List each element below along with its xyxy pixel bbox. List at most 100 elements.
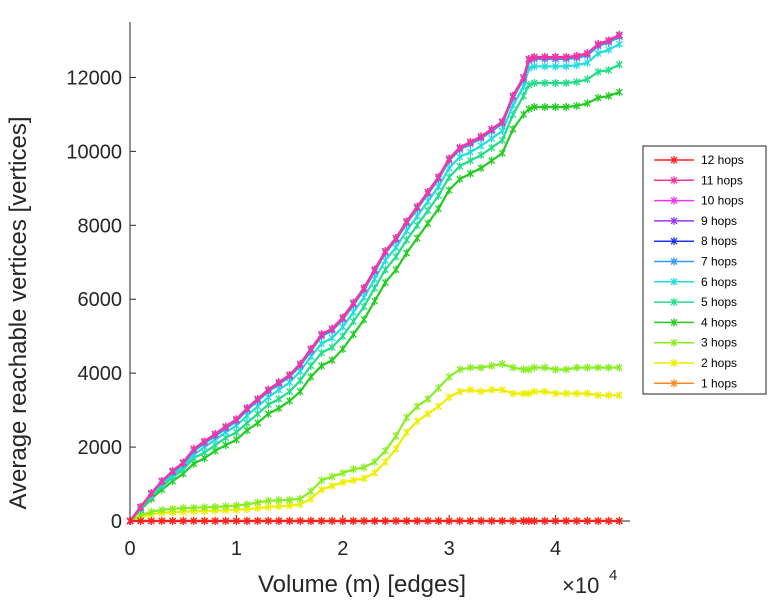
data-point [371, 265, 379, 274]
series-2-hops [126, 385, 623, 525]
data-point [424, 395, 432, 403]
data-point [318, 330, 325, 339]
data-point [403, 217, 411, 226]
series-12-hops [126, 517, 623, 525]
data-point [562, 62, 570, 71]
data-point [605, 66, 613, 75]
data-point [254, 409, 262, 418]
data-point [254, 498, 262, 507]
data-point [488, 134, 496, 143]
data-point [286, 396, 294, 405]
data-point [147, 517, 155, 525]
series-layer [126, 30, 623, 525]
data-point [562, 389, 570, 398]
data-point [552, 62, 559, 71]
data-point [403, 517, 411, 525]
data-point [318, 339, 325, 348]
data-point [126, 517, 134, 525]
legend-item: 4 hops [654, 315, 737, 329]
data-point [318, 476, 325, 485]
data-point [445, 154, 453, 163]
data-point [583, 49, 591, 58]
data-point [530, 363, 538, 372]
legend-item: 12 hops [654, 153, 744, 167]
data-point [456, 152, 464, 161]
data-point [413, 234, 421, 243]
data-point [371, 284, 379, 293]
series-line [129, 388, 620, 523]
data-point [360, 293, 368, 302]
data-point [307, 494, 315, 503]
data-point [573, 101, 581, 110]
data-point [488, 156, 496, 165]
data-point [520, 91, 528, 100]
data-point [615, 40, 623, 49]
axes: 0 2000 4000 6000 8000 10000 12000 0 1 2 3 4 [66, 22, 630, 560]
legend-item: 2 hops [654, 356, 737, 370]
data-point [456, 143, 464, 152]
data-point [424, 517, 432, 525]
data-point [488, 143, 496, 152]
data-point [413, 212, 421, 221]
data-point [541, 62, 549, 71]
data-point [403, 413, 411, 422]
legend-label: 11 hops [701, 173, 743, 187]
data-point [541, 53, 549, 62]
data-point [318, 485, 325, 494]
data-point [158, 517, 166, 525]
data-point [583, 99, 591, 108]
data-point [201, 517, 208, 525]
data-point [328, 343, 336, 352]
data-point [307, 361, 315, 370]
data-point [477, 387, 485, 396]
data-point [583, 389, 591, 398]
data-point [424, 206, 432, 215]
y-tick-label: 8000 [78, 215, 123, 237]
data-point [498, 517, 506, 525]
data-point [169, 504, 177, 513]
data-point [360, 302, 368, 311]
data-point [275, 517, 283, 525]
data-point [222, 441, 230, 450]
data-point [509, 363, 517, 372]
legend-item: 11 hops [654, 173, 743, 187]
data-point [477, 141, 485, 150]
data-point [296, 494, 304, 503]
data-point [605, 45, 613, 54]
data-point [509, 91, 517, 100]
data-point [222, 502, 230, 511]
data-point [466, 363, 474, 372]
data-point [525, 80, 533, 89]
legend-item: 10 hops [654, 194, 744, 208]
data-point [413, 417, 421, 426]
data-point [583, 75, 591, 84]
data-point [349, 465, 357, 474]
data-point [381, 265, 389, 274]
data-point [264, 400, 272, 409]
data-point [562, 79, 570, 87]
data-point [445, 517, 453, 525]
legend-label: 8 hops [701, 234, 737, 248]
data-point [445, 393, 453, 402]
data-point [552, 389, 559, 398]
series-6-hops [126, 40, 623, 525]
data-point [318, 361, 325, 370]
data-point [498, 136, 506, 145]
data-point [583, 58, 591, 67]
data-point [264, 496, 272, 505]
data-point [232, 501, 240, 510]
data-point [349, 317, 357, 326]
data-point [456, 162, 464, 171]
data-point [573, 389, 581, 398]
y-tick-label: 0 [111, 511, 122, 533]
data-point [296, 376, 304, 385]
data-point [509, 517, 517, 525]
legend-label: 2 hops [701, 356, 737, 370]
data-point [541, 363, 549, 372]
data-point [594, 49, 602, 58]
series-line [129, 63, 620, 522]
data-point [232, 517, 240, 525]
data-point [435, 517, 442, 525]
data-point [339, 468, 347, 477]
